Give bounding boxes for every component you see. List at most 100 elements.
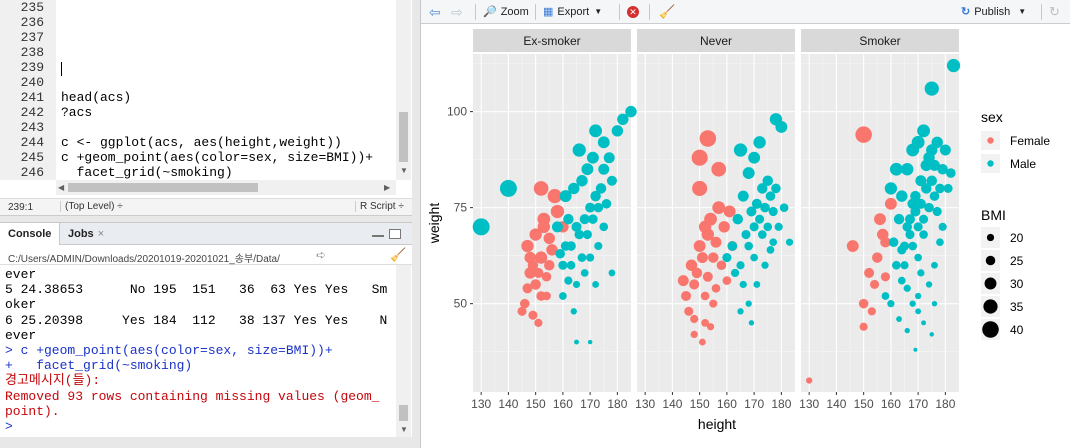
tab-jobs[interactable]: Jobs × [68,228,105,240]
data-point [598,163,610,175]
zoom-button[interactable]: 🔎 Zoom [483,6,529,18]
data-point [742,167,755,180]
scroll-down-arrow-icon[interactable]: ▼ [400,166,408,175]
console-line: Removed 93 rows containing missing value… [5,388,380,404]
code-area[interactable]: 235 236 237 238 239 240 241 head(acs) 242 ?acs 243… [0,0,396,180]
data-point [551,221,563,233]
data-point [779,203,789,212]
data-point [563,213,574,225]
code-line[interactable]: 239 [0,60,396,75]
editor-horizontal-scroll-thumb[interactable] [68,183,258,192]
code-line[interactable]: 235 [0,0,396,15]
code-line[interactable]: 244 c <- ggplot(acs, aes(height,weight)) [0,135,396,150]
data-point [517,306,527,316]
maximize-icon[interactable] [389,229,401,239]
console-vertical-scrollbar[interactable]: ▼ [396,265,411,437]
data-point [708,252,719,263]
data-point [543,232,555,245]
legend-size-swatch [984,277,997,290]
console-line: > c +geom_point(aes(color=sex, size=BMI)… [5,343,333,358]
editor-vertical-scrollbar[interactable]: ▼ [396,0,411,180]
code-line[interactable]: 243 [0,120,396,135]
pane-splitter[interactable] [0,216,412,222]
data-point [690,314,699,324]
data-point [685,259,698,271]
data-point [564,276,573,285]
data-point [753,281,761,288]
scroll-left-arrow-icon[interactable]: ◀ [58,183,65,192]
code-line[interactable]: 236 [0,15,396,30]
code-line[interactable]: 240 [0,75,396,90]
legend-size-label: 35 [1010,300,1024,314]
data-point [907,198,918,210]
go-to-dir-arrow-icon[interactable]: ➪ [316,248,327,262]
source-editor[interactable]: 235 236 237 238 239 240 241 head(acs) 242 ?acs 243… [0,0,412,198]
data-point [874,213,886,226]
console-line: point). [5,403,60,419]
data-point [736,261,745,270]
data-point [597,136,610,149]
legend-size-label: 20 [1010,231,1024,245]
scope-selector[interactable]: (Top Level) ÷ [60,201,123,212]
x-tick-label: 140 [498,397,518,411]
data-point [911,135,925,149]
tab-console[interactable]: Console [0,223,61,245]
legend-size-label: 25 [1010,254,1024,268]
data-point [774,222,783,231]
minimize-icon[interactable] [372,233,384,237]
forward-arrow-icon[interactable]: ⇨ [451,4,463,20]
file-type-selector[interactable]: R Script ÷ [355,201,404,212]
data-point [528,310,538,320]
facet-strip-label: Smoker [859,34,900,48]
refresh-icon[interactable]: ↻ [1049,4,1060,19]
data-point [587,339,593,345]
data-point [768,206,778,217]
scroll-right-arrow-icon[interactable]: ▶ [384,183,391,192]
x-tick-label: 180 [771,397,791,411]
close-icon[interactable]: × [97,228,105,240]
code-text: head(acs) [61,90,132,105]
code-line[interactable]: 237 [0,30,396,45]
editor-status-bar: 239:1 (Top Level) ÷ R Script ÷ [0,198,412,216]
data-point [908,241,918,251]
data-point [711,161,727,177]
console-tab-bar: Console Jobs × [0,222,412,245]
x-tick-label: 170 [908,397,928,411]
data-point [588,214,598,224]
data-point [699,130,717,147]
editor-horizontal-scrollbar[interactable]: ◀ ▶ [56,180,396,195]
data-point [710,236,722,248]
legend-size-swatch [986,233,995,242]
facet-panel [473,54,631,392]
publish-button[interactable]: ↻ Publish ▼ [961,6,1027,18]
data-point [581,163,594,176]
remove-plot-button[interactable]: ✕ [627,4,639,20]
code-line[interactable]: 246 facet_grid(~smoking) [0,165,396,180]
data-point [559,190,572,203]
code-line[interactable]: 245 c +geom_point(aes(color=sex, size=BMI… [0,150,396,165]
data-point [723,205,736,218]
data-point [745,300,752,307]
vertical-splitter[interactable] [412,0,420,448]
console-output[interactable]: ever 5 24.38653 No 195 151 36 63 Yes Yes … [0,265,396,437]
back-arrow-icon[interactable]: ⇦ [429,4,441,20]
code-line[interactable]: 242 ?acs [0,105,396,120]
code-text: c <- ggplot(acs, aes(height,weight)) [61,135,342,150]
data-point [892,260,901,270]
x-axis-title: height [698,416,736,432]
console-scroll-down-icon[interactable]: ▼ [400,425,408,434]
data-point [677,275,689,287]
data-point [915,198,926,209]
export-button[interactable]: ▦ Export ▼ [543,6,603,18]
facet-strip-label: Never [700,34,732,48]
broom-icon[interactable]: 🧹 [390,247,407,262]
x-tick-label: 160 [717,397,737,411]
legend-color-title: sex [981,109,1003,125]
console-working-dir: C:/Users/ADMIN/Downloads/20201019-202010… [0,245,412,265]
console-scroll-thumb[interactable] [399,405,408,421]
code-line[interactable]: 241 head(acs) [0,90,396,105]
clear-all-broom-icon[interactable]: 🧹 [659,4,676,19]
code-line[interactable]: 238 [0,45,396,60]
editor-vertical-scroll-thumb[interactable] [399,112,408,162]
line-number-gutter [0,0,56,180]
